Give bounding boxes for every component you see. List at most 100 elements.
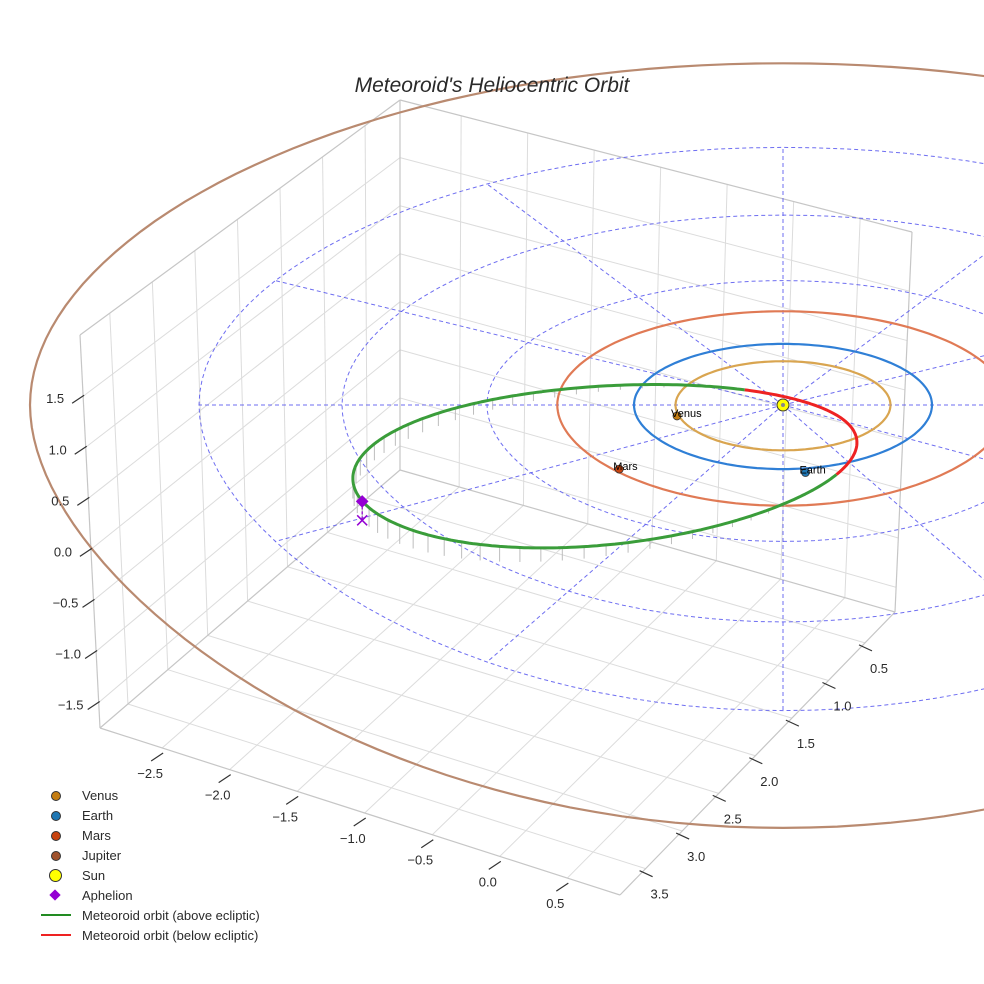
planet-orbits xyxy=(28,62,984,830)
axis-box-edge xyxy=(79,99,401,336)
z-tick-label: −0.5 xyxy=(53,595,79,610)
legend-label: Meteoroid orbit (above ecliptic) xyxy=(82,907,260,923)
y-tick-label: 3.5 xyxy=(651,887,669,902)
legend-label: Aphelion xyxy=(82,887,133,903)
y-tick-label: 0.5 xyxy=(870,661,888,676)
floor-gridline xyxy=(207,634,719,794)
x-tick-mark xyxy=(150,752,164,762)
left-wall-gridline xyxy=(194,250,209,636)
z-tick-mark xyxy=(74,445,88,455)
y-tick-label: 3.0 xyxy=(687,849,705,864)
right-wall-gridline xyxy=(587,150,595,524)
z-tick-mark xyxy=(84,649,98,659)
x-tick-mark xyxy=(285,795,299,805)
venus-orbit-line xyxy=(674,360,892,452)
left-wall-gridline xyxy=(151,281,169,670)
z-tick-label: −1.5 xyxy=(58,697,84,712)
y-tick-mark xyxy=(712,794,726,802)
aphelion-marker xyxy=(355,495,369,508)
x-tick-mark xyxy=(488,860,502,870)
left-wall-gridline xyxy=(82,157,401,397)
floor-gridline xyxy=(566,597,846,879)
sun-marker-core xyxy=(781,403,785,407)
legend-label: Venus xyxy=(82,787,119,803)
legend-item-orbit-below[interactable]: Meteoroid orbit (below ecliptic) xyxy=(38,925,260,945)
right-wall-gridline xyxy=(844,218,861,598)
y-tick-label: 2.0 xyxy=(760,774,778,789)
x-tick-mark xyxy=(555,882,569,892)
left-wall-gridline xyxy=(322,156,328,533)
right-wall-gridline xyxy=(399,397,899,539)
y-tick-label: 2.5 xyxy=(724,811,742,826)
mars-marker xyxy=(614,464,624,474)
left-wall-gridline xyxy=(95,397,401,652)
floor-gridline xyxy=(287,566,793,719)
legend-label: Mars xyxy=(82,827,111,843)
right-wall-gridline xyxy=(399,445,897,588)
legend-label: Sun xyxy=(82,867,106,883)
left-wall-gridline xyxy=(98,445,401,703)
right-wall-gridline xyxy=(399,301,903,440)
right-wall-gridline xyxy=(458,115,462,487)
x-tick-label: −1.0 xyxy=(340,831,366,846)
legend-item-earth[interactable]: Earth xyxy=(38,805,260,825)
left-wall-gridline xyxy=(109,313,129,705)
mars-label: Mars xyxy=(613,461,638,473)
floor-gridline xyxy=(167,669,683,832)
x-tick-label: −2.0 xyxy=(205,788,231,803)
y-tick-mark xyxy=(785,719,800,727)
legend-label: Earth xyxy=(82,807,114,823)
x-tick-mark xyxy=(353,817,367,827)
ecliptic-grid-spoke xyxy=(782,254,984,406)
mars-orbit-line xyxy=(556,310,984,507)
z-tick-label: 1.0 xyxy=(49,442,67,457)
axis-box-edge xyxy=(79,334,101,729)
x-tick-label: 0.5 xyxy=(546,896,564,911)
axis-box xyxy=(79,99,913,896)
z-tick-mark xyxy=(71,394,85,404)
x-tick-mark xyxy=(420,839,434,849)
right-wall-gridline xyxy=(399,157,910,292)
floor-gridline xyxy=(431,560,717,836)
ecliptic-grid-spoke xyxy=(782,404,984,581)
venus-label: Venus xyxy=(671,408,702,420)
z-tick-label: −1.0 xyxy=(55,646,81,661)
legend-label: Meteoroid orbit (below ecliptic) xyxy=(82,927,259,943)
earth-marker xyxy=(801,468,810,477)
axis-box-edge xyxy=(399,99,913,233)
floor-gridline xyxy=(296,523,589,792)
right-wall-gridline xyxy=(715,184,728,561)
axis-box-edge xyxy=(894,231,913,613)
jupiter-marker-icon xyxy=(51,851,61,861)
venus-marker-icon xyxy=(51,791,61,801)
x-tick-label: −1.5 xyxy=(272,809,298,824)
legend-item-orbit-above[interactable]: Meteoroid orbit (above ecliptic) xyxy=(38,905,260,925)
legend-item-sun[interactable]: Sun xyxy=(38,865,260,885)
meteoroid-orbit-above-line xyxy=(351,383,745,503)
z-tick-label: 0.5 xyxy=(51,493,69,508)
chart-title: Meteoroid's Heliocentric Orbit xyxy=(354,74,630,97)
y-tick-mark xyxy=(822,681,836,690)
y-tick-mark xyxy=(675,832,690,840)
left-wall-gridline xyxy=(85,205,401,448)
axis-box-edge xyxy=(99,469,401,729)
legend-item-mars[interactable]: Mars xyxy=(38,825,260,845)
ecliptic-grid-spoke xyxy=(275,404,784,542)
right-wall-gridline xyxy=(780,201,795,580)
earth-orbit-line xyxy=(632,342,934,471)
z-tick-mark xyxy=(79,547,93,557)
legend-item-jupiter[interactable]: Jupiter xyxy=(38,845,260,865)
x-tick-label: 0.0 xyxy=(479,874,497,889)
left-wall-gridline xyxy=(88,253,401,499)
x-tick-label: −2.5 xyxy=(137,766,163,781)
meteoroid-orbit-above-line xyxy=(361,473,838,550)
green-line-icon xyxy=(41,914,71,916)
floor-gridline xyxy=(499,578,781,857)
legend-item-aphelion[interactable]: Aphelion xyxy=(38,885,260,905)
markers: Venus Earth Mars xyxy=(355,398,826,526)
x-tick-mark xyxy=(218,774,231,784)
ecliptic-grid-spoke xyxy=(486,183,784,406)
legend-item-venus[interactable]: Venus xyxy=(38,785,260,805)
meteoroid-orbit xyxy=(351,383,859,550)
